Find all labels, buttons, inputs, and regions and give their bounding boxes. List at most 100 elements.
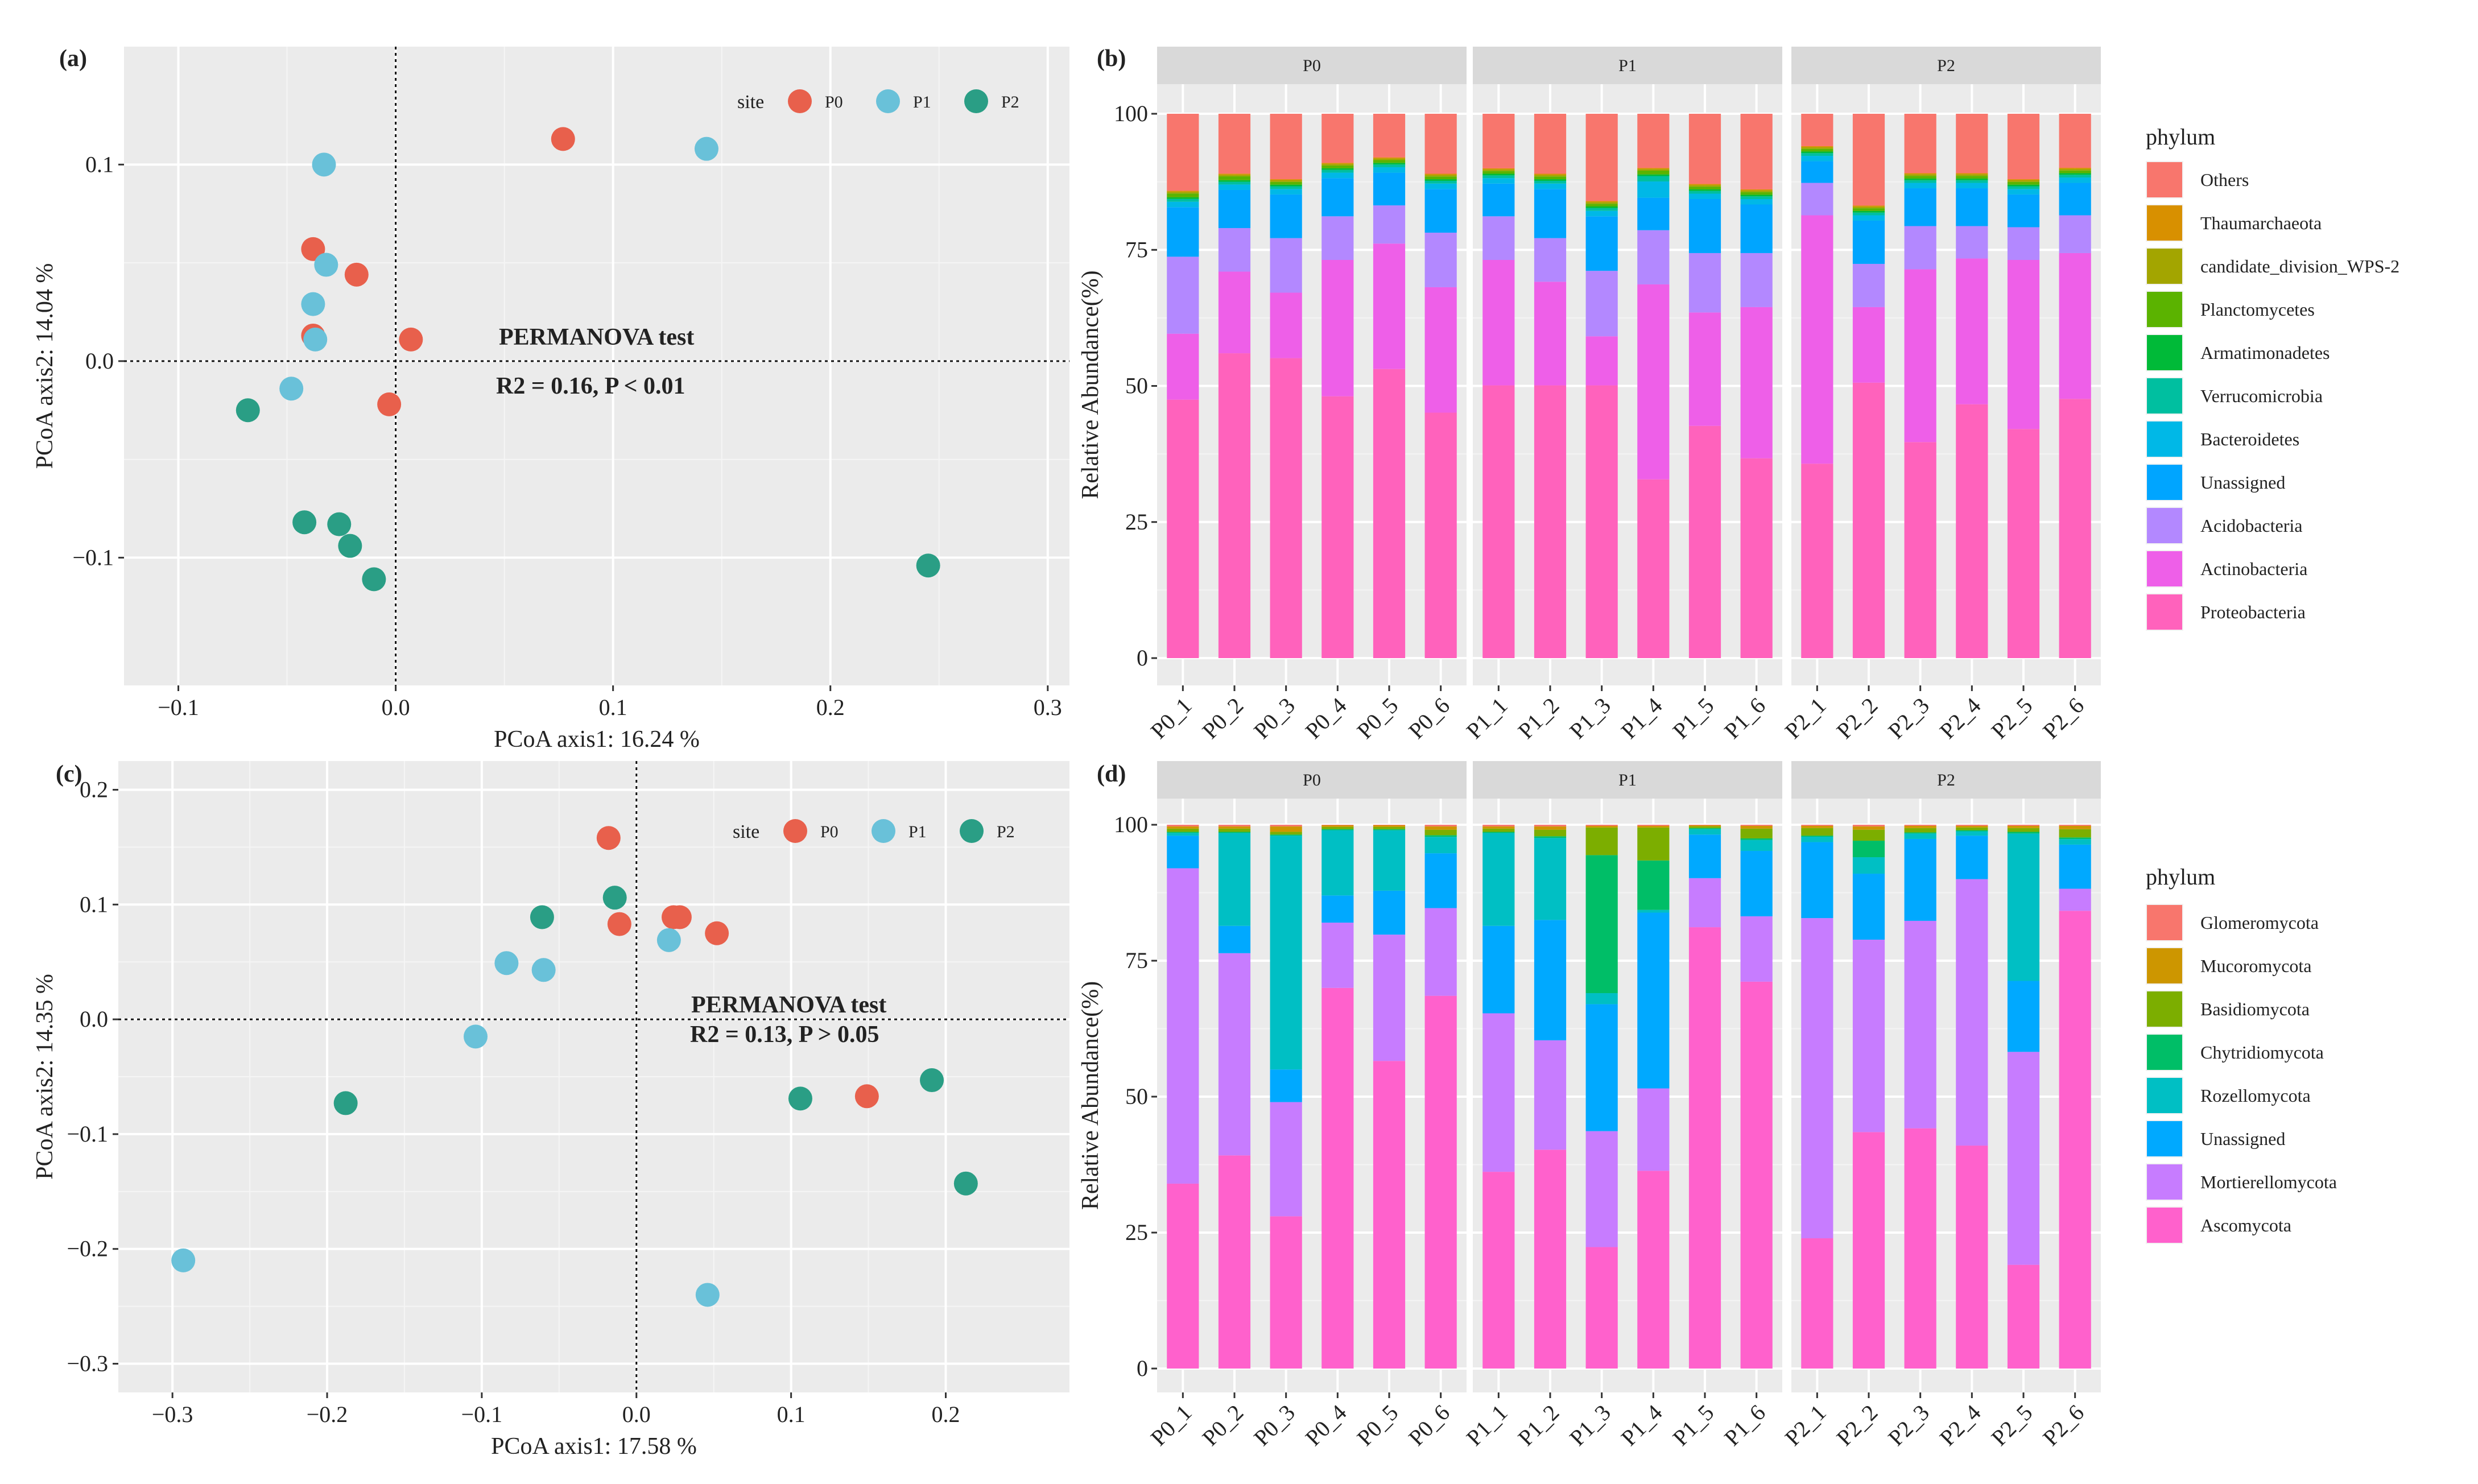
bar-segment-rozellomycota — [1637, 910, 1670, 913]
bar-segment-armatimonadetes — [2007, 184, 2040, 187]
bar-segment-bacteroidetes — [1373, 167, 1406, 173]
legend-label: P2 — [997, 822, 1015, 841]
x-tick-label: P2_4 — [1935, 1400, 1986, 1451]
x-tick-label: P1_3 — [1564, 1400, 1616, 1451]
bar-segment-thaumarchaeota — [2059, 167, 2091, 169]
bar-segment-candidate-division-wps-2 — [1801, 147, 1833, 149]
bar-segment-actinobacteria — [1321, 259, 1354, 396]
bar-segment-armatimonadetes — [1904, 178, 1936, 180]
bar-segment-armatimonadetes — [1637, 174, 1670, 176]
bar-segment-acidobacteria — [1167, 257, 1199, 334]
bar-segment-mucoromycota — [1956, 825, 1988, 828]
legend-label: Others — [2200, 170, 2249, 190]
bar-segment-verrucomicrobia — [1424, 180, 1457, 184]
bar-segment-ascomycota — [1321, 987, 1354, 1369]
legend-label: Verrucomicrobia — [2200, 386, 2323, 406]
bar-segment-mortierellomycota — [1904, 920, 1936, 1128]
legend-label: P0 — [820, 822, 839, 841]
bar-segment-unassigned — [1321, 178, 1354, 217]
bar-segment-candidate-division-wps-2 — [1373, 158, 1406, 160]
x-tick-label: P2_4 — [1935, 693, 1986, 744]
point-p0 — [596, 826, 621, 850]
bar-segment-bacteroidetes — [2007, 189, 2040, 195]
y-tick-label: 0.1 — [85, 151, 114, 177]
bar-segment-ascomycota — [2007, 1264, 2040, 1369]
legend-label: Bacteroidetes — [2200, 429, 2299, 449]
bar-segment-acidobacteria — [1688, 253, 1721, 313]
x-tick-label: P1_4 — [1616, 1400, 1667, 1451]
bar-segment-actinobacteria — [1218, 271, 1251, 354]
bar-segment-chytridiomycota — [1956, 830, 1988, 832]
legend-label: Thaumarchaeota — [2200, 213, 2322, 233]
bar-segment-chytridiomycota — [2007, 832, 2040, 834]
bar-segment-candidate-division-wps-2 — [1270, 180, 1302, 182]
bar-segment-armatimonadetes — [1270, 184, 1302, 187]
x-tick-label: P0_4 — [1300, 693, 1352, 744]
bar-segment-chytridiomycota — [1688, 828, 1721, 829]
bar-segment-others — [1904, 114, 1936, 173]
bar-segment-mucoromycota — [1321, 825, 1354, 827]
x-tick-label: P1_2 — [1513, 693, 1564, 744]
bar-segment-armatimonadetes — [1801, 151, 1833, 154]
legend-label: P2 — [1001, 93, 1019, 111]
bar-segment-others — [2007, 114, 2040, 180]
bar-segment-ascomycota — [1270, 1216, 1302, 1369]
bar-segment-mortierellomycota — [1956, 879, 1988, 1146]
bar-segment-chytridiomycota — [1801, 836, 1833, 837]
bar-segment-glomeromycota — [1637, 825, 1670, 826]
permanova-title: PERMANOVA test — [691, 992, 886, 1018]
x-tick-label: 0.2 — [932, 1402, 960, 1427]
bar-segment-rozellomycota — [1373, 830, 1406, 891]
bar-segment-mucoromycota — [1852, 826, 1885, 830]
bar-segment-mucoromycota — [1534, 826, 1567, 830]
bar-segment-ascomycota — [1424, 995, 1457, 1369]
bar-segment-thaumarchaeota — [1740, 189, 1773, 191]
bar-segment-unassigned — [2007, 194, 2040, 228]
bar-segment-actinobacteria — [1688, 312, 1721, 426]
bar-segment-proteobacteria — [1801, 464, 1833, 658]
legend-label: Unassigned — [2200, 472, 2285, 493]
legend-label: P1 — [913, 93, 931, 111]
bar-segment-acidobacteria — [1482, 216, 1515, 260]
bar-segment-candidate-division-wps-2 — [1167, 192, 1199, 194]
bar-segment-proteobacteria — [1321, 396, 1354, 658]
scatter-panel-c: −0.3 −0.2 −0.1 0.0 0.1 0.2 −0.3 −0.2 −0.1 0.0 0.1 0… — [32, 761, 1069, 1460]
bar-segment-verrucomicrobia — [1218, 181, 1251, 185]
legend-title: site — [733, 821, 759, 842]
y-axis-title: PCoA axis2: 14.35 % — [32, 974, 58, 1180]
bar-segment-unassigned — [1373, 890, 1406, 935]
bar-segment-planctomycetes — [2007, 181, 2040, 185]
point-p2 — [602, 886, 627, 910]
bar-segment-rozellomycota — [1270, 836, 1302, 1070]
bar-segment-basidiomycota — [1373, 826, 1406, 829]
bar-segment-mucoromycota — [2007, 825, 2040, 828]
bar-segment-verrucomicrobia — [1688, 191, 1721, 194]
bar-segment-unassigned — [1740, 850, 1773, 916]
bar-segment-bacteroidetes — [1167, 201, 1199, 208]
bar-segment-verrucomicrobia — [1373, 164, 1406, 167]
point-p0 — [344, 262, 369, 287]
point-p2 — [362, 567, 386, 592]
bar-segment-ascomycota — [1585, 1247, 1618, 1369]
legend-key — [2147, 905, 2182, 940]
bar-segment-candidate-division-wps-2 — [1424, 175, 1457, 177]
legend-title: phylum — [2146, 864, 2215, 890]
bar-segment-ascomycota — [1534, 1150, 1567, 1369]
bar-segment-others — [1740, 114, 1773, 189]
bar-segment-bacteroidetes — [1482, 178, 1515, 184]
legend-key — [2147, 1078, 2182, 1113]
bar-segment-armatimonadetes — [1373, 163, 1406, 165]
facet-strip — [1157, 761, 1467, 799]
bar-segment-actinobacteria — [1801, 215, 1833, 464]
x-tick-label: P1_3 — [1564, 693, 1616, 744]
bar-segment-proteobacteria — [1637, 479, 1670, 658]
legend-label: P0 — [825, 93, 843, 111]
bar-segment-glomeromycota — [1424, 825, 1457, 826]
bar-segment-others — [1585, 114, 1618, 201]
bar-segment-mucoromycota — [1637, 825, 1670, 828]
bar-segment-unassigned — [1167, 836, 1199, 869]
legend-key-p1 — [872, 819, 895, 843]
bar-segment-others — [1688, 114, 1721, 184]
bar-segment-rozellomycota — [1801, 836, 1833, 842]
legend-label: Unassigned — [2200, 1128, 2285, 1149]
